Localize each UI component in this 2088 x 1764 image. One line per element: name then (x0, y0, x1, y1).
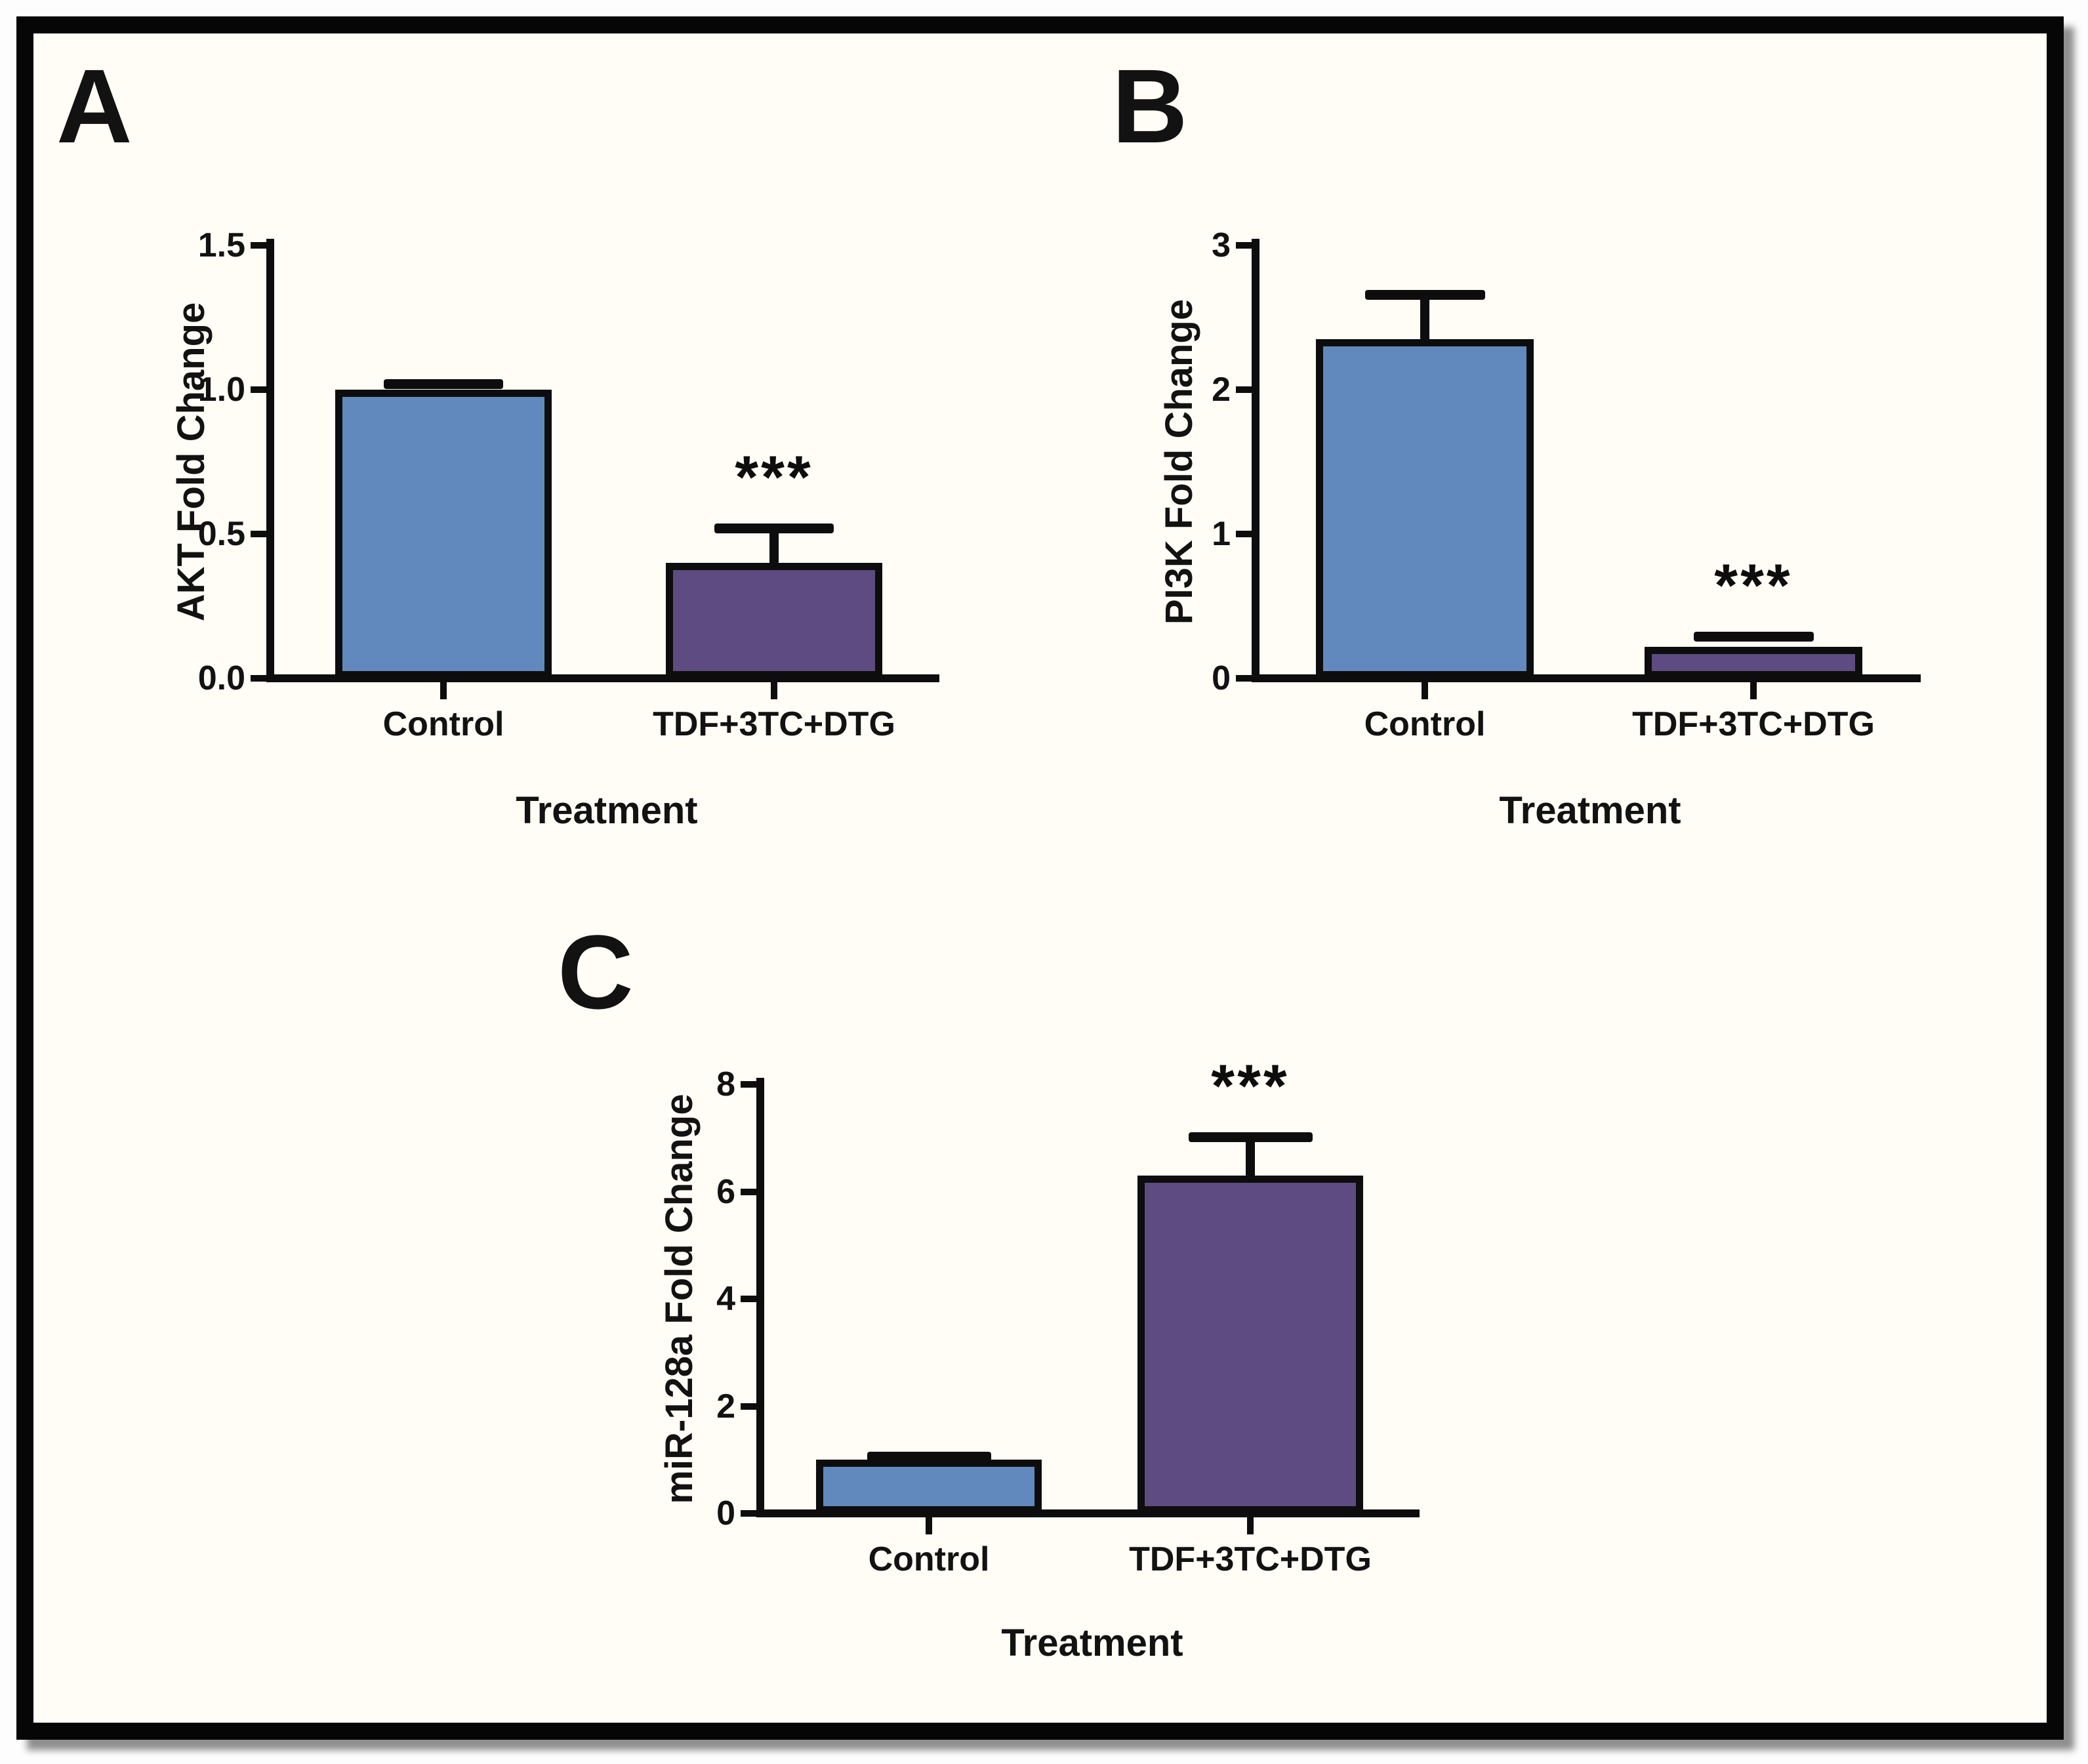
y-tick-mark (741, 1081, 756, 1088)
y-axis-line (1252, 239, 1259, 682)
y-tick-label: 3 (1212, 226, 1231, 264)
y-tick-mark (251, 386, 266, 393)
y-tick-label: 6 (716, 1172, 735, 1211)
y-tick-label: 2 (1212, 371, 1231, 409)
y-tick-label: 8 (716, 1065, 735, 1103)
y-tick-mark (251, 675, 266, 682)
x-tick-mark (1750, 682, 1757, 699)
y-tick-mark (1236, 386, 1252, 393)
error-bar-line (1420, 294, 1429, 344)
error-bar-cap (384, 379, 503, 390)
panel-b-x-axis-title: Treatment (1499, 789, 1681, 832)
bar-control (1316, 339, 1534, 678)
significance-stars: *** (735, 444, 813, 512)
x-tick-mark (440, 682, 447, 699)
error-bar-line (769, 528, 779, 568)
significance-stars: *** (1211, 1053, 1290, 1120)
panel-c-letter: C (558, 913, 634, 1031)
y-tick-mark (741, 1296, 756, 1302)
y-tick-mark (741, 1510, 756, 1517)
y-tick-label: 0 (1212, 659, 1231, 697)
y-tick-label: 0.5 (197, 515, 245, 553)
category-label: Control (1364, 705, 1486, 743)
x-axis-line (266, 674, 939, 682)
x-axis-line (1252, 674, 1921, 682)
bar-control (335, 390, 552, 678)
y-tick-mark (741, 1403, 756, 1410)
y-axis-line (266, 239, 274, 682)
x-tick-mark (771, 682, 777, 699)
panel-c-x-axis-title: Treatment (1001, 1622, 1183, 1664)
error-bar-cap (714, 523, 834, 534)
error-bar-cap (867, 1451, 991, 1462)
x-tick-mark (1422, 682, 1428, 699)
error-bar-cap (1693, 632, 1814, 642)
figure-frame (16, 16, 2064, 1740)
y-tick-label: 0 (716, 1494, 735, 1532)
panel-b-letter: B (1112, 47, 1188, 165)
error-bar-line (1246, 1137, 1255, 1181)
error-bar-cap (1188, 1132, 1313, 1143)
y-tick-label: 4 (716, 1280, 735, 1318)
bar-tdf-3tc-dtg (1137, 1175, 1363, 1513)
x-axis-line (756, 1509, 1420, 1517)
y-tick-label: 1 (1212, 515, 1231, 553)
x-tick-mark (926, 1517, 932, 1534)
bar-control (816, 1460, 1042, 1513)
significance-stars: *** (1714, 552, 1793, 620)
category-label: Control (868, 1540, 990, 1578)
error-bar-cap (1364, 289, 1485, 300)
y-tick-label: 0.0 (197, 659, 245, 697)
category-label: TDF+3TC+DTG (653, 705, 895, 743)
y-tick-mark (1236, 531, 1252, 537)
panel-a-x-axis-title: Treatment (516, 789, 698, 832)
y-tick-label: 1.0 (197, 371, 245, 409)
bar-tdf-3tc-dtg (1645, 646, 1862, 678)
panel-a-letter: A (56, 47, 133, 165)
y-tick-label: 2 (716, 1387, 735, 1426)
category-label: TDF+3TC+DTG (1129, 1540, 1372, 1578)
category-label: TDF+3TC+DTG (1632, 705, 1875, 743)
y-tick-mark (741, 1188, 756, 1195)
y-axis-line (756, 1078, 764, 1517)
y-tick-mark (1236, 675, 1252, 682)
y-tick-mark (1236, 242, 1252, 249)
y-tick-mark (251, 531, 266, 537)
y-tick-mark (251, 242, 266, 249)
category-label: Control (382, 705, 504, 743)
x-tick-mark (1247, 1517, 1254, 1534)
y-tick-label: 1.5 (197, 226, 245, 264)
